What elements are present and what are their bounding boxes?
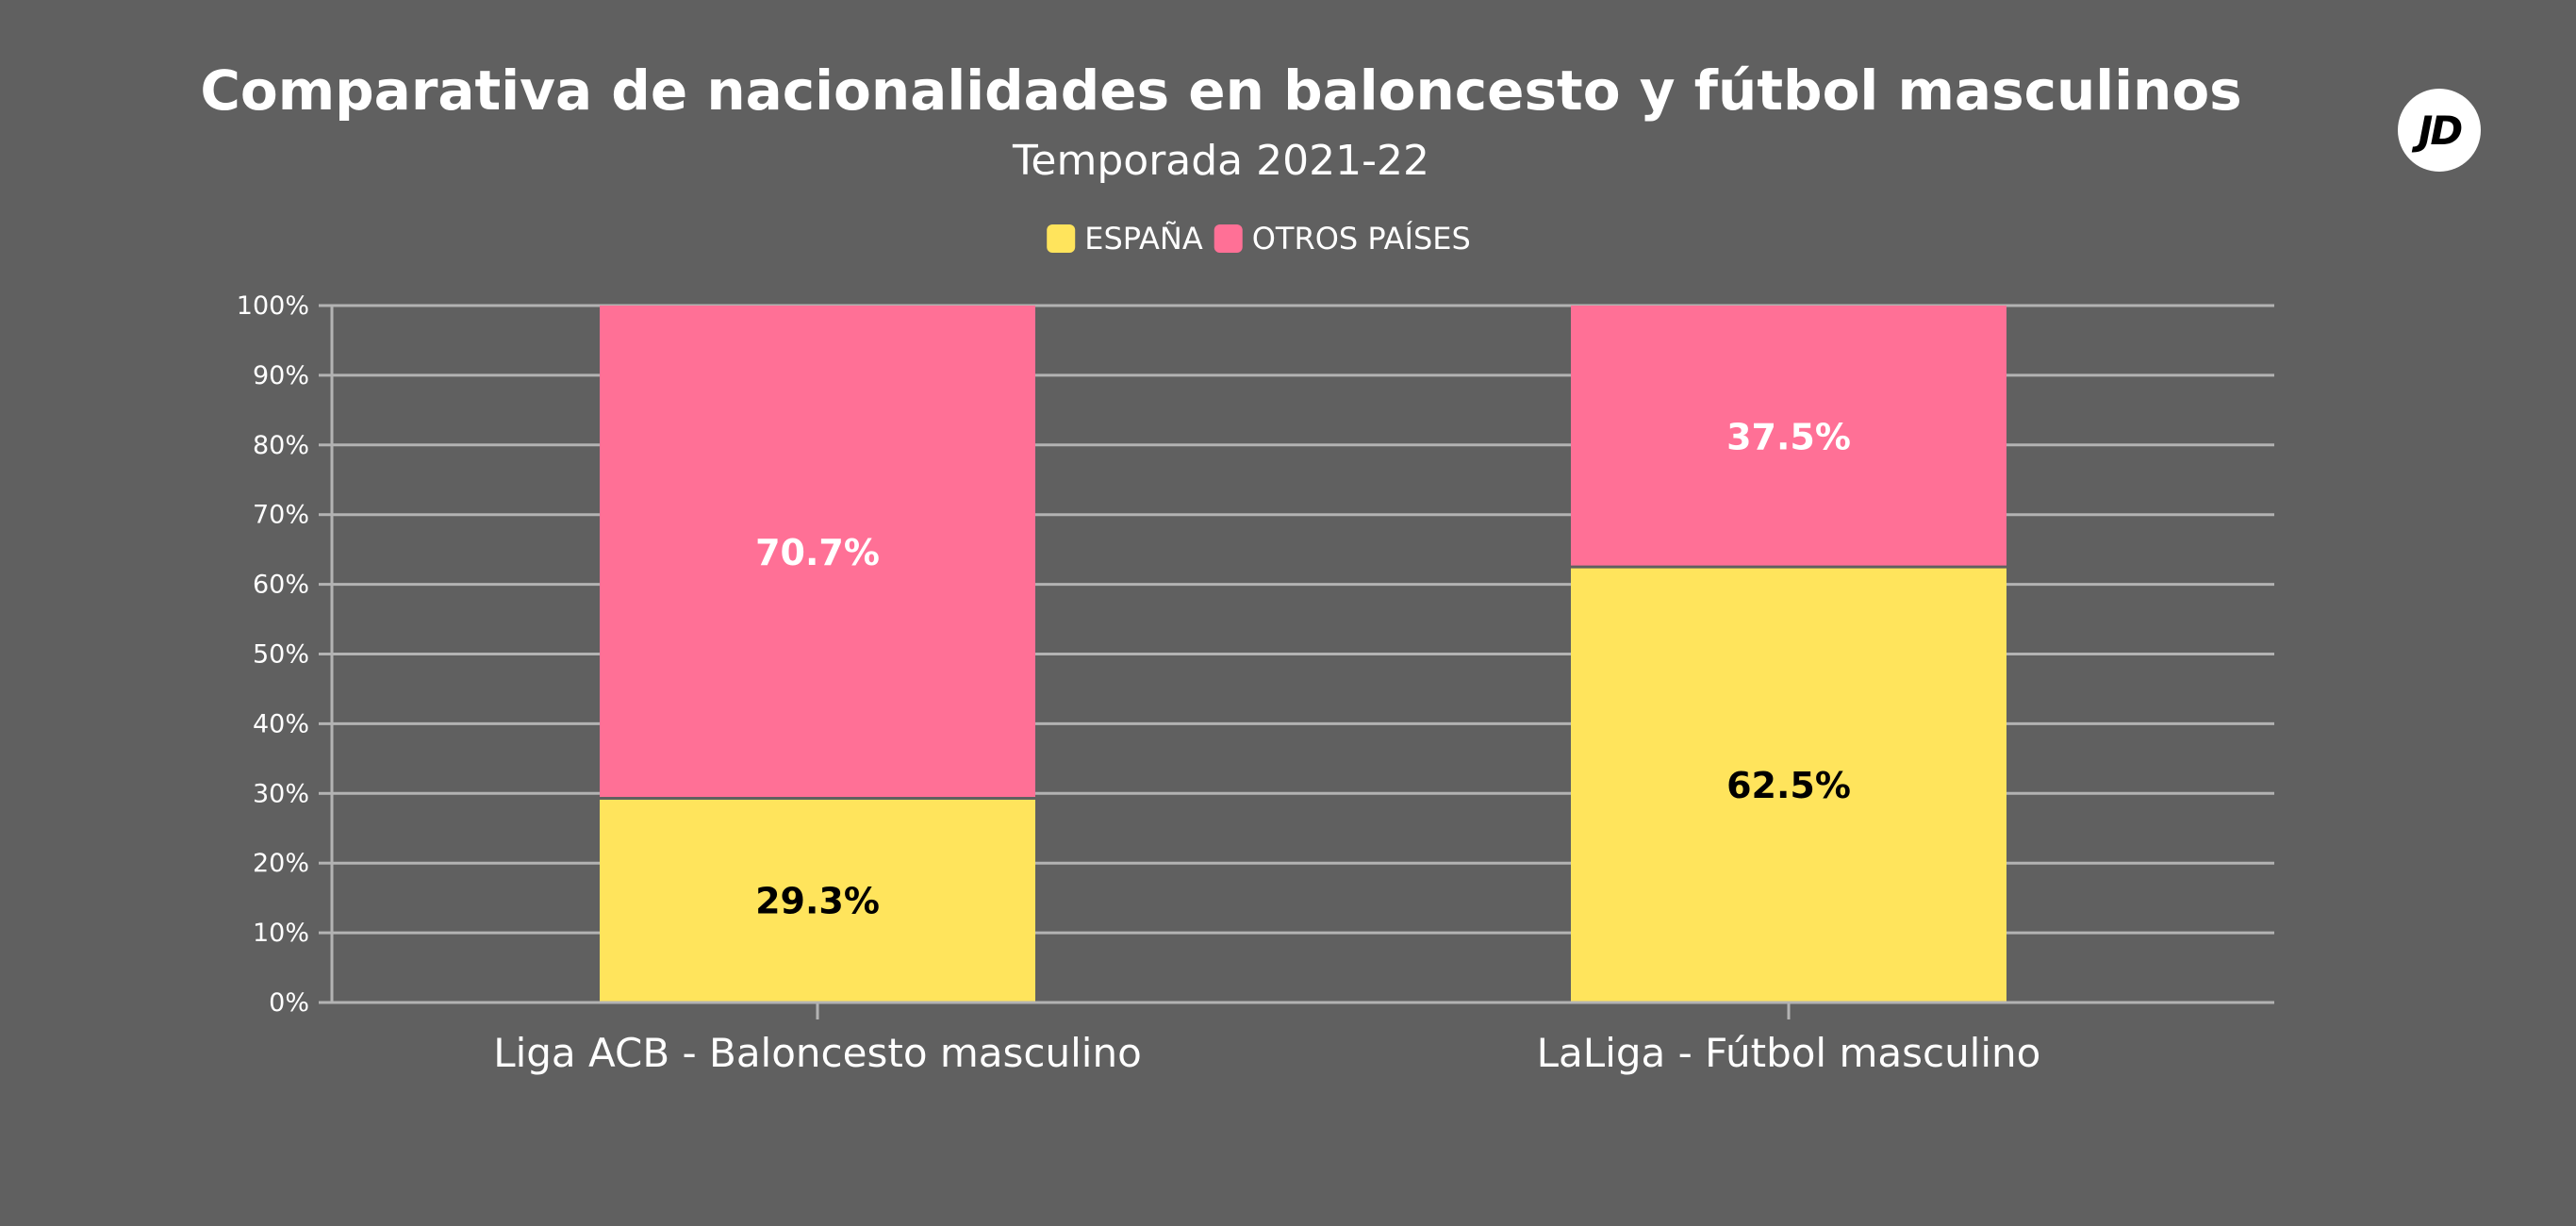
bar-segment <box>1571 306 2006 568</box>
x-tick-label: Liga ACB - Baloncesto masculino <box>493 1030 1142 1076</box>
chart-title: Comparativa de nacionalidades en balonce… <box>200 58 2242 123</box>
y-tick-label: 0% <box>269 988 309 1018</box>
y-tick-label: 90% <box>253 361 309 390</box>
y-tick-label: 30% <box>253 779 309 808</box>
data-label: 37.5% <box>1726 417 1851 458</box>
x-tick-label: LaLiga - Fútbol masculino <box>1537 1030 2041 1076</box>
legend: ESPAÑA OTROS PAÍSES <box>1047 221 1471 257</box>
legend-item: OTROS PAÍSES <box>1214 221 1471 257</box>
y-tick-label: 50% <box>253 640 309 670</box>
y-tick-label: 20% <box>253 849 309 878</box>
y-tick-label: 80% <box>253 431 309 460</box>
y-tick-label: 70% <box>253 501 309 530</box>
legend-label: OTROS PAÍSES <box>1252 221 1471 257</box>
bar-segment <box>1571 567 2006 1002</box>
y-tick-label: 100% <box>237 291 309 321</box>
data-label: 70.7% <box>755 532 880 573</box>
legend-item: ESPAÑA <box>1047 221 1203 257</box>
jd-logo: JD <box>2398 89 2481 172</box>
legend-swatch <box>1214 224 1243 253</box>
y-axis: 0% 10% 20% 30% 40% 50% 60% 70% 80% 90% 100% <box>237 291 334 1018</box>
y-tick-label: 10% <box>253 919 309 948</box>
y-tick-label: 60% <box>253 571 309 600</box>
legend-label: ESPAÑA <box>1084 221 1203 257</box>
y-tick-label: 40% <box>253 709 309 738</box>
chart-subtitle: Temporada 2021-22 <box>1013 137 1429 185</box>
data-label: 62.5% <box>1726 765 1851 806</box>
x-axis: Liga ACB - Baloncesto masculino LaLiga - … <box>332 1001 2274 1076</box>
bars: 29.3% 70.7% 62.5% 37.5% <box>600 306 2006 1002</box>
bar-segment <box>600 798 1035 1002</box>
data-label: 29.3% <box>755 881 880 922</box>
bar-segment <box>600 306 1035 799</box>
legend-swatch <box>1047 224 1076 253</box>
